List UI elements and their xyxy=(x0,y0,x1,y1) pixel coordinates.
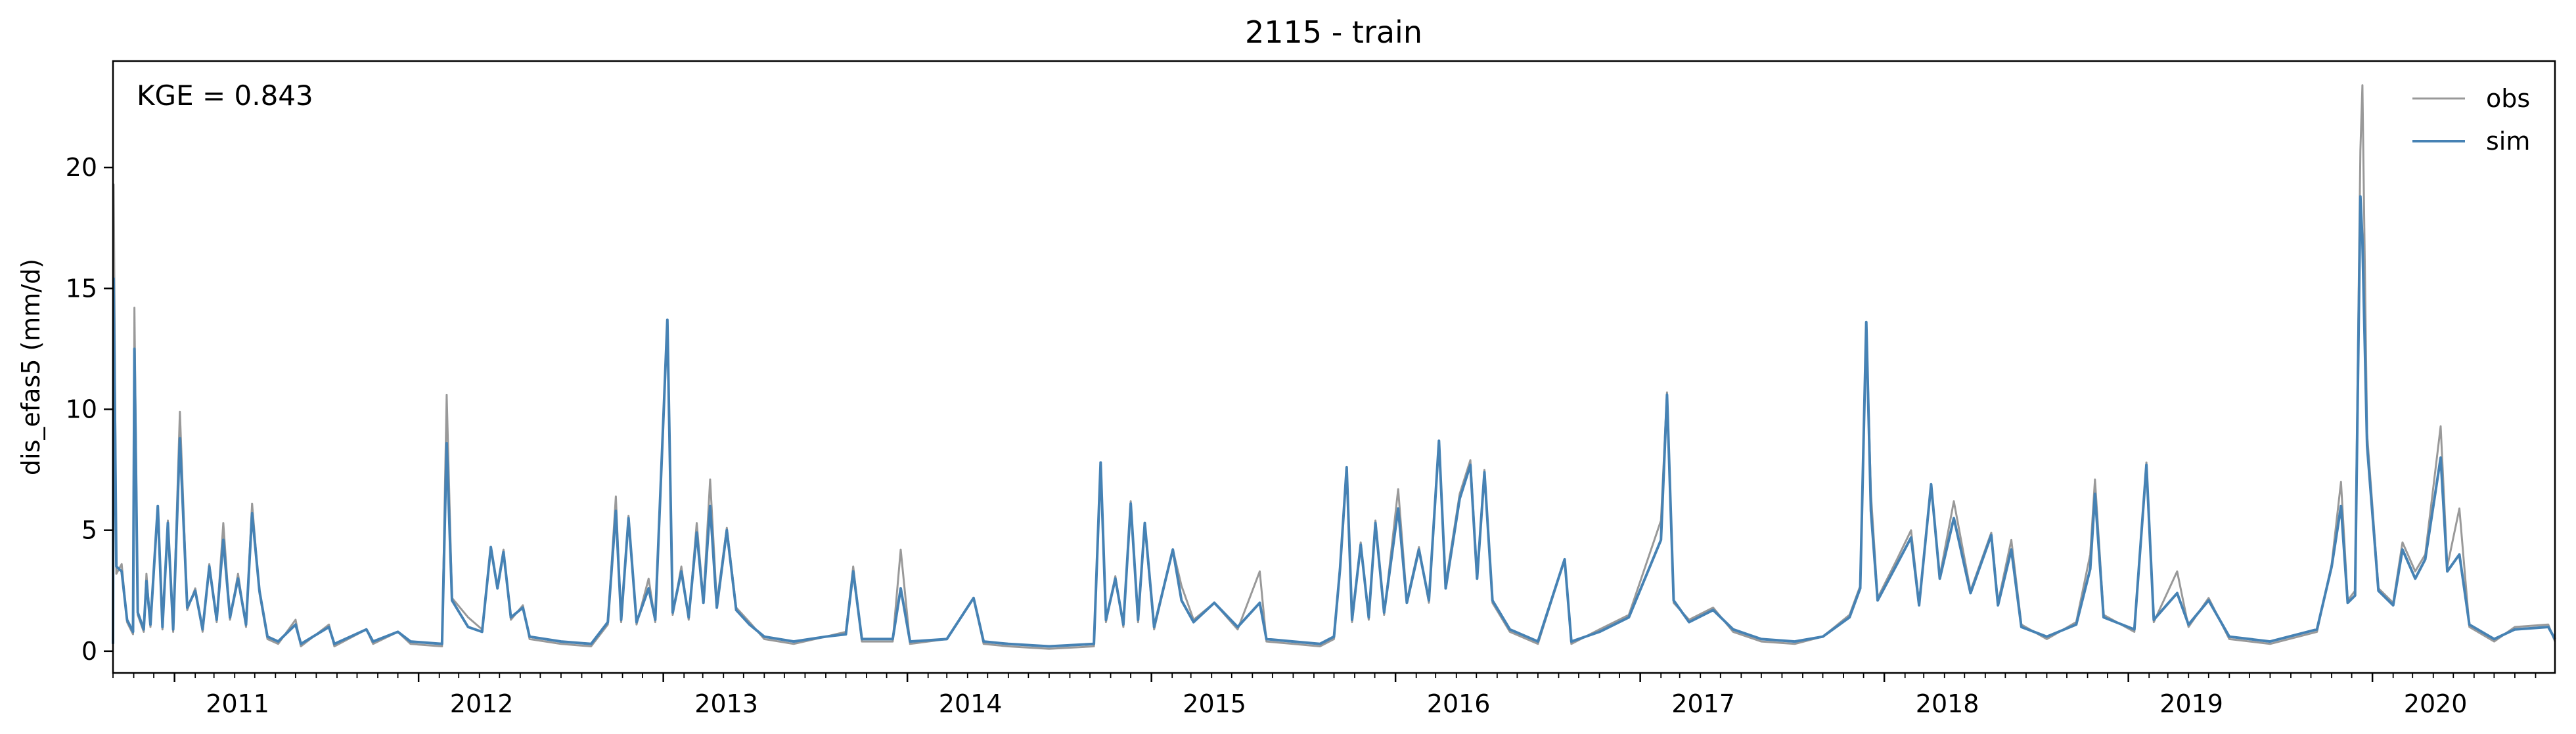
y-tick-label: 20 xyxy=(66,153,97,182)
x-tick-label: 2011 xyxy=(206,689,269,718)
x-tick-label: 2015 xyxy=(1183,689,1246,718)
legend-label-sim: sim xyxy=(2486,127,2530,156)
series-line-obs xyxy=(112,84,2556,650)
x-tick-label: 2012 xyxy=(450,689,514,718)
y-axis: 0 5 10 15 20 xyxy=(66,153,113,666)
x-axis: 2011 2012 2013 2014 2015 2016 2017 2018 2019 2020 xyxy=(112,673,2537,718)
series-layer xyxy=(112,84,2556,650)
legend: obs sim xyxy=(2412,84,2530,156)
x-tick-label: 2016 xyxy=(1427,689,1491,718)
x-tick-label: 2019 xyxy=(2159,689,2223,718)
x-tick-label: 2013 xyxy=(694,689,758,718)
chart-title: 2115 - train xyxy=(1245,14,1422,50)
series-line-sim xyxy=(112,195,2556,648)
x-tick-label: 2017 xyxy=(1671,689,1735,718)
y-axis-label: dis_efas5 (mm/d) xyxy=(16,259,45,475)
kge-annotation: KGE = 0.843 xyxy=(137,79,313,112)
y-tick-label: 0 xyxy=(81,637,97,666)
y-tick-label: 5 xyxy=(81,516,97,545)
x-tick-label: 2020 xyxy=(2404,689,2468,718)
y-tick-label: 15 xyxy=(66,274,97,303)
plot-area xyxy=(112,60,2556,674)
axes-frame xyxy=(112,60,2556,674)
x-tick-label: 2018 xyxy=(1916,689,1979,718)
x-tick-label: 2014 xyxy=(939,689,1003,718)
legend-label-obs: obs xyxy=(2486,84,2530,113)
y-tick-label: 10 xyxy=(66,395,97,423)
